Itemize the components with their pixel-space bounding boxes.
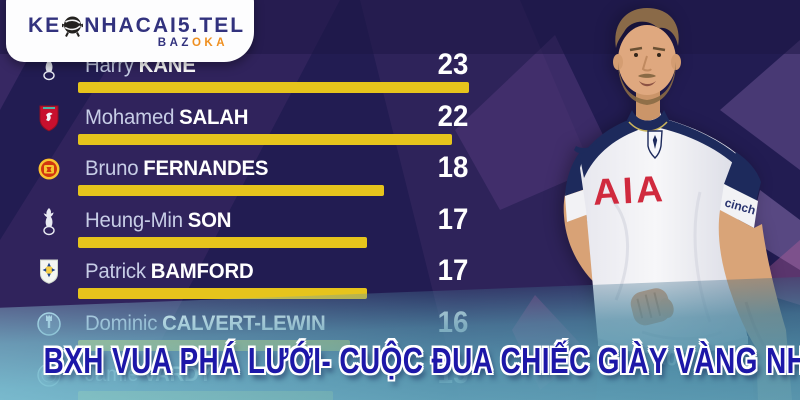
- player-first-name: Bruno: [85, 157, 139, 180]
- scorer-row: Mohamed SALAH 22: [36, 101, 468, 152]
- player-last-name: SALAH: [179, 105, 249, 129]
- goals-bar: [78, 236, 367, 248]
- goals-bar: [78, 133, 452, 145]
- site-logo: KE NHACAI5.TEL BAZOKA: [6, 0, 254, 62]
- scorer-row: Bruno FERNANDES 18: [36, 153, 468, 203]
- goals-bar: [78, 288, 367, 299]
- logo-subbrand: BAZOKA: [158, 37, 228, 49]
- player-name: Bruno FERNANDES: [85, 157, 268, 181]
- scorer-row: Heung-Min SON 17: [36, 204, 468, 255]
- swoosh-icon: [574, 141, 598, 154]
- globe-mascot-icon: [62, 16, 84, 37]
- logo-text-prefix: KE: [28, 14, 62, 37]
- player-last-name: FERNANDES: [143, 157, 269, 180]
- goals-count: 22: [437, 99, 468, 133]
- player-first-name: Patrick: [85, 260, 146, 283]
- player-first-name: Mohamed: [85, 105, 175, 129]
- player-first-name: Heung-Min: [85, 208, 183, 232]
- player-last-name: BAMFORD: [150, 260, 254, 283]
- player-last-name: SON: [187, 208, 232, 232]
- scorer-row: Patrick BAMFORD 17: [36, 256, 468, 306]
- crest-tottenham-icon: [36, 51, 62, 81]
- goals-count: 23: [437, 48, 468, 81]
- crest-man-united-icon: [36, 154, 62, 184]
- goals-bar: [78, 82, 469, 93]
- headline-banner: BXH VUA PHÁ LƯỚI- CUỘC ĐUA CHIẾC GIÀY VÀ…: [0, 339, 800, 382]
- goals-count: 17: [437, 202, 468, 236]
- logo-text-suffix: NHACAI5.TEL: [84, 14, 246, 37]
- logo-sub-suffix: OKA: [191, 37, 228, 49]
- player-name: Mohamed SALAH: [85, 106, 248, 130]
- logo-brand-line: KE NHACAI5.TEL: [28, 14, 245, 38]
- headline-text: BXH VUA PHÁ LƯỚI- CUỘC ĐUA CHIẾC GIÀY VÀ…: [43, 339, 800, 382]
- player-name: Patrick BAMFORD: [85, 260, 254, 284]
- goals-count: 17: [437, 254, 468, 287]
- crest-leeds-icon: [36, 257, 62, 287]
- crest-tottenham-icon: [36, 206, 62, 236]
- crest-liverpool-icon: [36, 103, 62, 133]
- goals-bar: [78, 185, 384, 196]
- jersey-sponsor-text: AIA: [592, 168, 667, 213]
- logo-sub-prefix: BAZ: [157, 37, 192, 49]
- player-name: Heung-Min SON: [85, 208, 232, 233]
- goals-count: 18: [437, 151, 468, 184]
